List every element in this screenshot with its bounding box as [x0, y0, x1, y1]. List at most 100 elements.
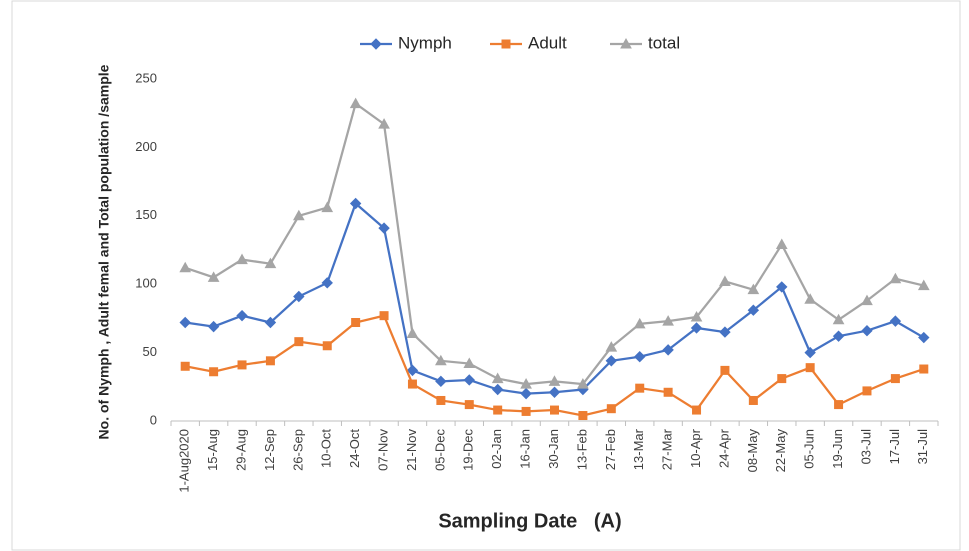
data-point — [720, 365, 730, 375]
x-axis-title: Sampling Date (A) — [438, 510, 621, 532]
data-point — [321, 277, 333, 289]
data-point — [919, 364, 929, 374]
legend-text: Nymph — [398, 33, 452, 52]
x-tick-label: 31-Jul — [915, 429, 930, 465]
data-point — [577, 378, 589, 389]
data-point — [917, 279, 930, 291]
data-point — [804, 293, 817, 304]
data-point — [719, 275, 731, 286]
data-point — [209, 367, 219, 377]
data-point — [634, 350, 646, 363]
x-tick-label: 07-Nov — [375, 429, 390, 471]
x-tick-label: 17-Jul — [887, 429, 902, 465]
data-point — [918, 331, 930, 344]
data-point — [463, 357, 476, 369]
data-point — [834, 400, 844, 410]
data-point — [663, 387, 673, 397]
data-point — [406, 327, 419, 338]
data-point — [293, 290, 305, 303]
data-point — [890, 374, 900, 384]
chart-border — [11, 0, 961, 551]
legend-marker — [501, 39, 511, 49]
data-point — [180, 361, 190, 371]
data-point — [436, 395, 446, 405]
x-tick-label: 15-Aug — [205, 429, 220, 471]
data-point — [493, 405, 503, 415]
x-tick-label: 10-Oct — [319, 429, 334, 468]
x-tick-label: 27-Feb — [603, 429, 618, 470]
x-tick-label: 10-Apr — [688, 428, 703, 468]
y-tick-label: 150 — [135, 207, 157, 222]
data-point — [548, 375, 561, 386]
data-point — [578, 411, 588, 421]
data-point — [775, 238, 788, 250]
data-point — [521, 406, 531, 416]
y-tick-label: 50 — [143, 344, 157, 359]
data-point — [351, 318, 361, 328]
data-point — [236, 253, 248, 265]
data-point — [804, 346, 816, 359]
x-tick-label: 16-Jan — [518, 429, 533, 469]
x-tick-label: 24-Apr — [716, 428, 731, 468]
data-point — [321, 201, 334, 213]
data-point — [889, 272, 902, 284]
data-point — [635, 383, 645, 393]
data-point — [805, 363, 815, 373]
data-point — [889, 315, 902, 327]
data-point — [207, 320, 220, 333]
x-tick-label: 05-Jun — [802, 429, 817, 469]
x-tick-label: 26-Sep — [290, 429, 305, 471]
x-tick-label: 12-Sep — [262, 429, 277, 471]
x-tick-label: 05-Dec — [432, 429, 447, 471]
data-point — [550, 405, 559, 415]
x-tick-label: 27-Mar — [660, 428, 675, 470]
data-point — [520, 387, 532, 400]
data-point — [265, 356, 275, 366]
x-tick-label: 02-Jan — [489, 429, 504, 469]
data-point — [179, 261, 192, 273]
data-point — [292, 209, 305, 221]
x-tick-label: 24-Oct — [347, 429, 362, 468]
data-point — [662, 315, 674, 326]
data-point — [406, 364, 419, 377]
x-tick-label: 29-Aug — [233, 429, 248, 471]
y-tick-label: 0 — [150, 412, 157, 427]
data-point — [606, 404, 616, 414]
data-point — [861, 294, 873, 306]
data-point — [747, 304, 760, 316]
data-point — [605, 355, 618, 367]
data-point — [748, 395, 758, 405]
y-tick-label: 200 — [135, 139, 157, 154]
data-point — [179, 316, 191, 329]
x-tick-label: 13-Mar — [631, 428, 646, 470]
data-point — [407, 379, 417, 389]
x-tick-label: 1-Aug2020 — [177, 429, 192, 493]
data-point — [464, 400, 474, 410]
data-point — [862, 386, 872, 396]
x-tick-label: 19-Dec — [461, 429, 476, 471]
data-point — [207, 271, 220, 282]
data-point — [264, 257, 277, 269]
data-point — [435, 354, 447, 366]
data-point — [692, 405, 702, 415]
x-tick-label: 30-Jan — [546, 429, 561, 469]
data-point — [832, 330, 845, 342]
legend-marker — [370, 38, 382, 50]
legend-text: total — [648, 33, 680, 52]
data-point — [435, 375, 447, 388]
y-tick-label: 250 — [135, 70, 157, 85]
data-point — [690, 311, 703, 322]
data-point — [690, 322, 703, 334]
data-point — [463, 374, 475, 386]
x-tick-label: 13-Feb — [574, 429, 589, 470]
data-point — [861, 325, 873, 337]
data-point — [349, 97, 362, 109]
data-point — [264, 316, 277, 329]
data-point — [719, 326, 731, 338]
x-tick-label: 08-May — [745, 429, 760, 473]
data-point — [378, 118, 390, 129]
legend-marker — [620, 37, 632, 49]
data-point — [662, 344, 674, 356]
data-point — [237, 360, 247, 370]
